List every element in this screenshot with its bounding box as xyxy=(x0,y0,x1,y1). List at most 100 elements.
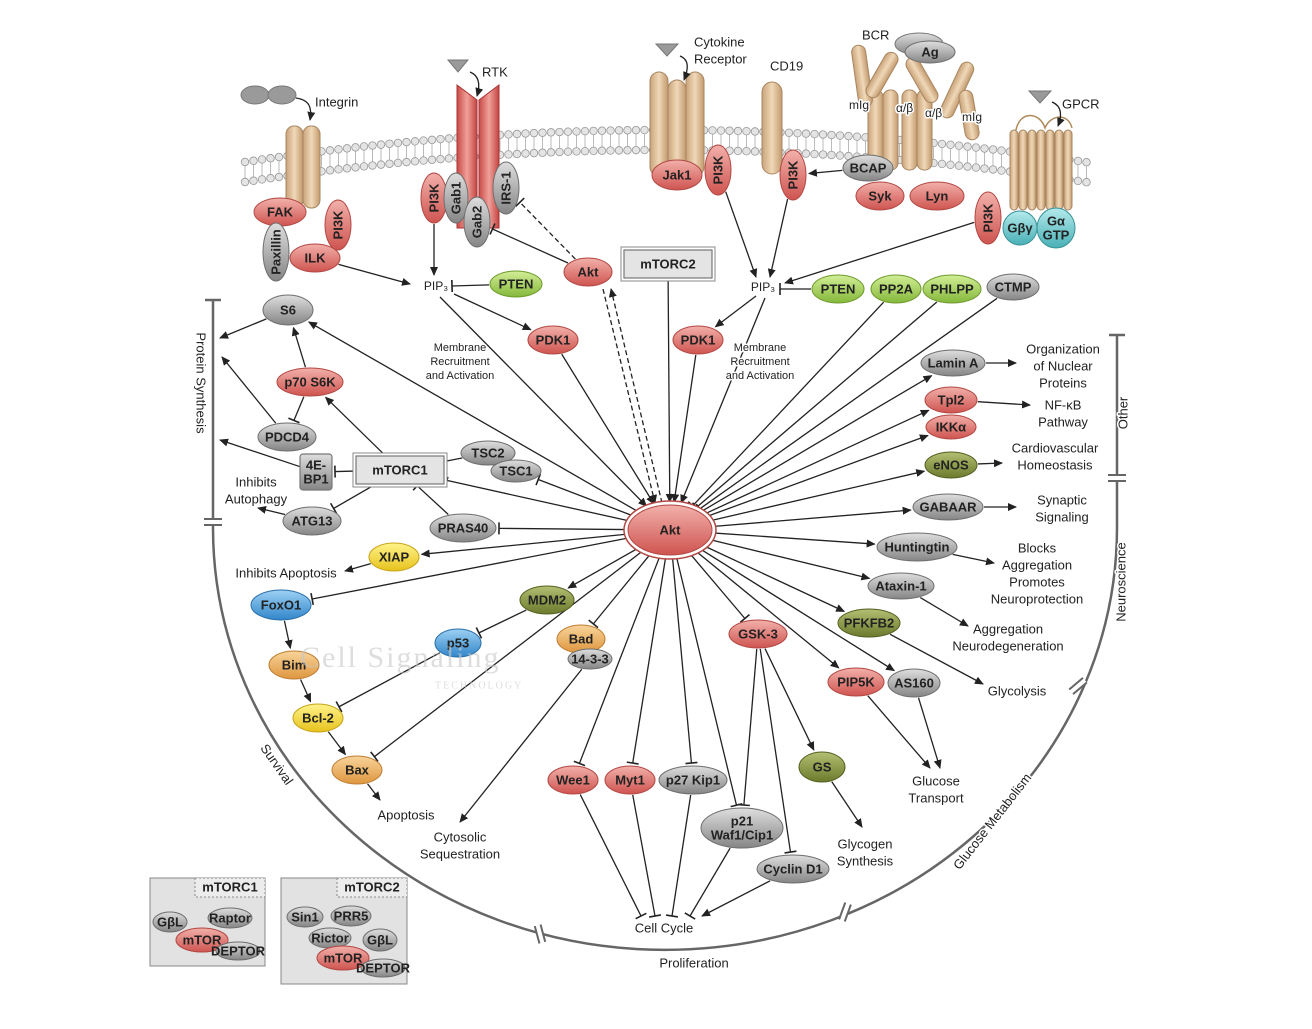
activation-edge xyxy=(709,539,871,581)
lipid-head xyxy=(954,161,964,170)
annotation-text: Blocks xyxy=(1018,540,1057,555)
node-label: ILK xyxy=(305,250,327,265)
lipid-head xyxy=(946,160,955,169)
lipid-head xyxy=(419,156,428,165)
lipid-head xyxy=(614,146,624,155)
annotation-text: Homeostasis xyxy=(1017,457,1093,472)
lipid-head xyxy=(274,172,284,182)
lipid-head xyxy=(971,143,981,152)
node-label: FoxO1 xyxy=(261,597,301,612)
node-shape xyxy=(870,274,922,304)
node-shape xyxy=(986,273,1040,301)
lipid-head xyxy=(240,177,250,187)
node-label: Lamin A xyxy=(928,355,979,370)
lipid-head xyxy=(827,150,836,160)
lipid-head xyxy=(257,155,267,164)
lipid-head xyxy=(546,148,556,157)
lipid-head xyxy=(555,127,564,137)
node-label: Syk xyxy=(868,188,892,203)
node-label: PI3K xyxy=(330,210,345,240)
lipid-head xyxy=(640,145,649,155)
lipid-head xyxy=(563,147,573,156)
lipid-head xyxy=(980,164,989,173)
node-shape xyxy=(876,532,958,562)
node-label: GABAAR xyxy=(919,499,977,514)
lipid-head xyxy=(376,160,386,169)
legend-part xyxy=(362,928,398,952)
lipid-head xyxy=(937,159,947,169)
lipid-head xyxy=(793,128,802,138)
protein-node: GABAAR xyxy=(912,493,984,521)
lipid-head xyxy=(589,126,598,136)
annotation-text: Promotes xyxy=(1009,574,1065,589)
node-label: GTP xyxy=(1043,227,1070,242)
node-shape xyxy=(434,628,482,658)
lipid-head xyxy=(997,166,1006,175)
lipid-head xyxy=(555,147,564,157)
watermark-text: Cell Signaling xyxy=(300,641,501,674)
annotation: Glucose Transport xyxy=(907,772,966,807)
protein-node: mTORC1 xyxy=(352,452,448,488)
annotation-text: Neuroscience xyxy=(1113,542,1128,622)
legend-part-label: GβL xyxy=(157,914,183,929)
legend-part xyxy=(215,941,261,961)
activation-edge xyxy=(221,356,277,424)
protein-node: Lamin A xyxy=(920,349,986,377)
lipid-head xyxy=(597,146,607,155)
node-shape xyxy=(798,751,846,783)
activation-edge xyxy=(307,321,640,513)
lipid-head xyxy=(716,126,726,135)
protein-node: eNOS xyxy=(924,451,978,479)
activation-edge xyxy=(917,697,942,769)
annotation-text: PIP₃ xyxy=(751,280,775,294)
lipid-head xyxy=(614,126,624,135)
node-label: Bad xyxy=(569,631,594,646)
node-label: PHLPP xyxy=(930,281,974,296)
lipid-head xyxy=(436,134,445,144)
lipid-head xyxy=(818,150,828,159)
node-shape xyxy=(262,294,314,326)
node-shape xyxy=(704,144,732,196)
activation-edge xyxy=(567,547,640,589)
activation-edge xyxy=(561,353,655,505)
annotation-text: BCR xyxy=(862,27,889,42)
node-shape xyxy=(1036,207,1076,249)
protein-node: PI3K xyxy=(324,199,352,251)
lipid-head xyxy=(835,131,845,140)
activation-edge xyxy=(219,438,300,468)
lipid-head xyxy=(538,128,547,137)
node-label: GS xyxy=(813,759,832,774)
node-shape xyxy=(490,459,542,483)
lipid-head xyxy=(266,174,275,183)
node-label: mTORC1 xyxy=(372,462,427,477)
node-label: PP2A xyxy=(879,281,914,296)
activation-edge xyxy=(714,295,757,328)
protein-node: Bim xyxy=(268,650,320,680)
annotation-text: Inhibits Apoptosis xyxy=(235,565,337,580)
node-label: PIP5K xyxy=(837,674,875,689)
node-label: ATG13 xyxy=(292,513,333,528)
lipid-head xyxy=(436,154,445,164)
lipid-head xyxy=(589,146,598,156)
activation-edge xyxy=(420,533,628,558)
lipid-head xyxy=(750,127,760,136)
node-label: PTEN xyxy=(821,281,856,296)
node-shape xyxy=(672,325,724,355)
receptors xyxy=(240,32,1073,229)
activation-edge xyxy=(324,396,386,457)
lipid-head xyxy=(963,142,972,151)
activation-edge xyxy=(831,781,863,828)
annotation-text: Apoptosis xyxy=(377,807,435,822)
activation-edge xyxy=(695,550,840,669)
inhibition-edge xyxy=(684,847,731,920)
activation-edge xyxy=(699,548,896,672)
annotation: CD19 xyxy=(769,57,805,75)
lipid-head xyxy=(750,147,760,156)
annotation: Organization of Nuclear Proteins xyxy=(1025,340,1102,392)
lipid-head xyxy=(801,129,811,138)
node-label: p53 xyxy=(447,635,469,650)
annotation-text: Transport xyxy=(908,790,964,805)
node-label: IKKα xyxy=(936,419,966,434)
node-shape xyxy=(276,367,344,397)
